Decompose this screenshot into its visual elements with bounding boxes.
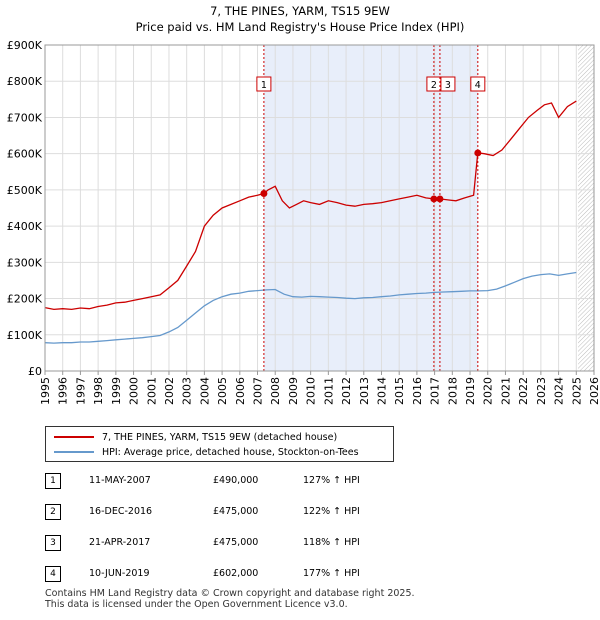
legend-label-hpi: HPI: Average price, detached house, Stoc…: [102, 446, 359, 458]
sale-row: 2 16-DEC-2016 £475,000 122% ↑ HPI: [45, 504, 445, 520]
sale-marker-label: 3: [445, 80, 451, 91]
legend-item-hpi: HPI: Average price, detached house, Stoc…: [54, 445, 359, 459]
x-tick-label: 2018: [446, 377, 459, 405]
ownership-shaded-region: [263, 45, 478, 371]
x-tick-label: 1996: [57, 377, 70, 405]
x-tick-label: 2008: [269, 377, 282, 405]
sale-marker-label: 4: [475, 80, 481, 91]
y-tick-label: £400K: [7, 220, 43, 233]
sale-marker-point: [436, 195, 444, 203]
x-tick-label: 2019: [464, 377, 477, 405]
x-tick-label: 2014: [375, 377, 388, 405]
x-tick-label: 2009: [287, 377, 300, 405]
property-price-line: [44, 100, 577, 311]
sale-marker-label-box: [256, 76, 272, 92]
x-tick-label: 2000: [128, 377, 141, 405]
y-tick-label: £500K: [7, 184, 43, 197]
x-tick-label: 2025: [570, 377, 583, 405]
sale-hpi-change: 122% ↑ HPI: [303, 506, 360, 517]
sale-number: 1: [45, 473, 61, 489]
sale-price: £490,000: [213, 475, 259, 486]
sale-date: 16-DEC-2016: [89, 506, 153, 517]
x-tick-label: 2007: [252, 377, 265, 405]
sale-number: 4: [45, 566, 61, 582]
x-tick-label: 2017: [429, 377, 442, 405]
legend-item-property: 7, THE PINES, YARM, TS15 9EW (detached h…: [54, 430, 337, 444]
sale-hpi-change: 177% ↑ HPI: [303, 568, 360, 579]
price-chart: 7, THE PINES, YARM, TS15 9EW Price paid …: [7, 4, 600, 405]
sale-date: 11-MAY-2007: [89, 475, 151, 486]
plot-border: [44, 44, 595, 372]
sale-date: 10-JUN-2019: [89, 568, 150, 579]
x-tick-label: 2006: [234, 377, 247, 405]
chart-legend: 7, THE PINES, YARM, TS15 9EW (detached h…: [45, 426, 394, 462]
sale-row: 4 10-JUN-2019 £602,000 177% ↑ HPI: [45, 566, 445, 582]
x-tick-label: 1998: [92, 377, 105, 405]
y-tick-label: £800K: [7, 75, 43, 88]
x-tick-label: 2001: [145, 377, 158, 405]
x-tick-label: 2021: [499, 377, 512, 405]
x-tick-label: 1999: [110, 377, 123, 405]
sale-marker-point: [474, 149, 482, 157]
y-tick-label: £300K: [7, 256, 43, 269]
x-tick-label: 2013: [358, 377, 371, 405]
sale-marker-label-box: [440, 76, 456, 92]
x-tick-label: 2012: [340, 377, 353, 405]
x-tick-label: 2024: [553, 377, 566, 405]
x-tick-label: 2023: [535, 377, 548, 405]
x-tick-label: 2020: [482, 377, 495, 405]
x-tick-label: 1997: [74, 377, 87, 405]
legend-swatch-hpi: [54, 451, 94, 453]
sale-row: 3 21-APR-2017 £475,000 118% ↑ HPI: [45, 535, 445, 551]
chart-subtitle: Price paid vs. HM Land Registry's House …: [136, 20, 465, 34]
legend-label-property: 7, THE PINES, YARM, TS15 9EW (detached h…: [102, 431, 338, 443]
y-tick-label: £700K: [7, 111, 43, 124]
forecast-hatched-region: [578, 45, 594, 371]
sale-marker-point: [430, 195, 438, 203]
sale-price: £602,000: [213, 568, 259, 579]
x-tick-label: 2022: [517, 377, 530, 405]
x-tick-label: 1995: [39, 377, 52, 405]
x-tick-label: 2015: [393, 377, 406, 405]
sale-marker-label-box: [470, 76, 486, 92]
sale-date: 21-APR-2017: [89, 537, 151, 548]
x-tick-label: 2010: [305, 377, 318, 405]
hpi-line: [44, 271, 577, 344]
sale-number: 3: [45, 535, 61, 551]
sale-hpi-change: 118% ↑ HPI: [303, 537, 360, 548]
y-tick-label: £200K: [7, 293, 43, 306]
sale-marker-label: 1: [261, 80, 267, 91]
x-tick-label: 2002: [163, 377, 176, 405]
footer-licence: This data is licensed under the Open Gov…: [45, 599, 348, 610]
x-tick-label: 2011: [322, 377, 335, 405]
footer-copyright: Contains HM Land Registry data © Crown c…: [45, 588, 415, 599]
y-tick-label: £100K: [7, 329, 43, 342]
x-tick-label: 2026: [588, 377, 600, 405]
sale-marker-point: [260, 190, 268, 198]
sale-number: 2: [45, 504, 61, 520]
sale-marker-label: 2: [431, 80, 437, 91]
sale-row: 1 11-MAY-2007 £490,000 127% ↑ HPI: [45, 473, 445, 489]
x-tick-label: 2003: [181, 377, 194, 405]
y-tick-label: £900K: [7, 39, 43, 52]
x-tick-label: 2004: [198, 377, 211, 405]
sale-price: £475,000: [213, 506, 259, 517]
sale-price: £475,000: [213, 537, 259, 548]
chart-title: 7, THE PINES, YARM, TS15 9EW: [210, 4, 390, 18]
sale-hpi-change: 127% ↑ HPI: [303, 475, 360, 486]
y-tick-label: £600K: [7, 148, 43, 161]
y-tick-label: £0: [28, 365, 42, 378]
footer-attribution: Contains HM Land Registry data © Crown c…: [45, 588, 415, 610]
x-tick-label: 2016: [411, 377, 424, 405]
legend-swatch-property: [54, 436, 94, 438]
x-tick-label: 2005: [216, 377, 229, 405]
